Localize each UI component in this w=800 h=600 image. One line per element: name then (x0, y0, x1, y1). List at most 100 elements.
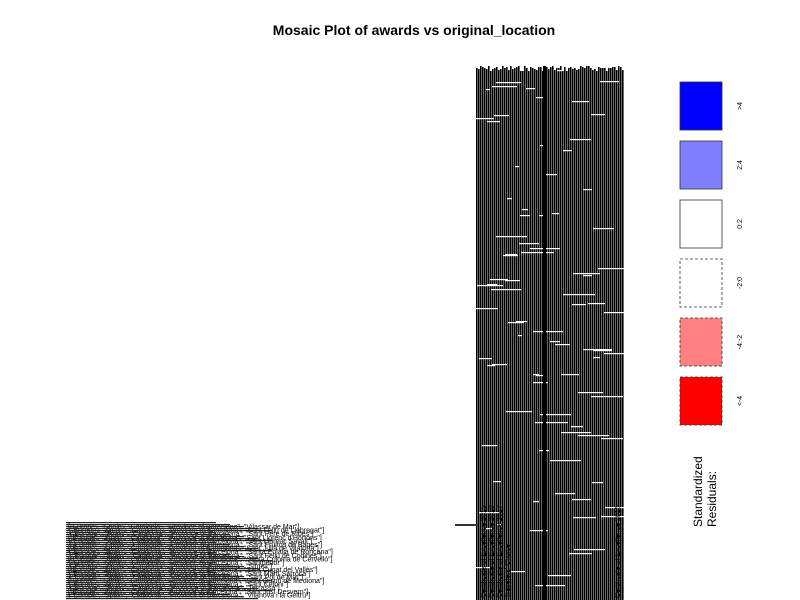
tile-gap (604, 353, 627, 355)
tile-gap (578, 392, 603, 394)
label-overprint (66, 530, 272, 532)
tile-gap (476, 118, 494, 120)
tile-gap (533, 331, 563, 333)
tile-gap (533, 501, 539, 503)
tile-gap (583, 189, 592, 191)
tile-gap (496, 82, 521, 84)
label-overprint (66, 566, 244, 568)
legend-title-line2: Residuals: (705, 471, 719, 527)
label-overprint (66, 528, 258, 530)
tile-gap (591, 396, 623, 398)
tile-gap (552, 213, 559, 215)
tile-gap (521, 252, 554, 254)
tile-gap (601, 438, 623, 440)
label-overprint (66, 532, 216, 534)
tile-gap (555, 344, 570, 346)
tile-gap (486, 89, 490, 91)
tile-gap (520, 215, 530, 217)
tile-gap (479, 358, 492, 360)
label-overprint (66, 548, 258, 550)
label-overprint (66, 526, 244, 528)
mosaic-tile (586, 66, 588, 600)
label-overprint (66, 560, 272, 562)
mosaic-tile (518, 66, 520, 600)
label-overprint (66, 568, 258, 570)
legend-bin-label: <-4 (737, 396, 744, 406)
tile-gap (486, 528, 492, 530)
column-labels: ["Europe", "Spain", "Catalonia", "Provin… (66, 522, 333, 599)
mosaic-tile (600, 68, 602, 600)
tile-gap (533, 382, 548, 384)
tile-gap (477, 285, 503, 287)
mosaic-tile (592, 70, 594, 600)
label-overprint (66, 554, 230, 556)
tile-gap (571, 426, 583, 428)
mosaic-tile (492, 69, 494, 600)
mosaic-tile (494, 68, 496, 600)
tile-gap (578, 435, 609, 437)
mosaic-tile (506, 67, 508, 600)
row-labels: Certificate of Excellence 2015 Certificat… (481, 505, 622, 598)
tile-gap (573, 273, 600, 275)
tile-gap (476, 308, 498, 310)
tile-gap (492, 86, 517, 88)
mosaic-tile (482, 67, 484, 600)
tile-gap (588, 303, 605, 305)
mosaic-tile (622, 70, 624, 600)
tile-gap (573, 517, 596, 519)
label-overprint (66, 572, 216, 574)
tile-gap (563, 294, 595, 296)
mosaic-tile (530, 67, 532, 600)
tile-gap (604, 312, 627, 314)
label-overprint (66, 570, 272, 572)
tile-gap (555, 493, 575, 495)
tile-gap (572, 304, 586, 306)
mosaic-tile (618, 66, 620, 600)
mosaic-tile (498, 70, 500, 600)
mosaic-tile (602, 68, 604, 600)
legend-swatch (679, 140, 723, 190)
tile-gap (540, 145, 545, 147)
mosaic-tile (502, 66, 504, 600)
mosaic-tile (564, 67, 566, 600)
tile-gap (572, 101, 589, 103)
mosaic-tile (604, 68, 606, 600)
tile-gap (497, 524, 501, 526)
tile-gap (487, 121, 500, 123)
mosaic-tile (490, 71, 492, 600)
row-label: Certificate of Excellence 2017 (497, 505, 504, 598)
tile-gap (605, 507, 634, 509)
tile-gap (572, 499, 591, 501)
mosaic-tile (614, 67, 616, 600)
tile-gap (503, 255, 518, 257)
column-label: ["Europe", "Spain", "Catalonia", "Provin… (69, 560, 284, 567)
tile-gap (600, 81, 619, 83)
mosaic-tile (504, 68, 506, 600)
tile-gap (550, 341, 560, 343)
mosaic-tile (524, 66, 526, 600)
mosaic-tile (532, 68, 534, 600)
mosaic-tile (540, 67, 542, 600)
label-overprint (66, 524, 230, 526)
label-overprint (66, 588, 258, 590)
label-overprint (66, 552, 216, 554)
label-overprint (66, 596, 244, 598)
tile-gap (570, 139, 591, 141)
mosaic-tile (584, 68, 586, 600)
legend-bin-label: >4 (737, 102, 744, 110)
mosaic-tile (590, 68, 592, 600)
tile-gap (591, 114, 605, 116)
mosaic-tile (538, 67, 540, 600)
legend-bin-label: 2:4 (737, 160, 744, 170)
mosaic-tile (546, 67, 548, 600)
tile-gap (539, 215, 544, 217)
mosaic-tile (556, 68, 558, 600)
mosaic-tile (578, 69, 580, 600)
legend-swatch (679, 376, 723, 426)
mosaic-tile (500, 69, 502, 600)
label-overprint (66, 574, 230, 576)
tile-gap (574, 549, 605, 551)
mosaic-tile (528, 71, 530, 600)
tile-gap (536, 97, 544, 99)
mosaic-tile (574, 68, 576, 600)
